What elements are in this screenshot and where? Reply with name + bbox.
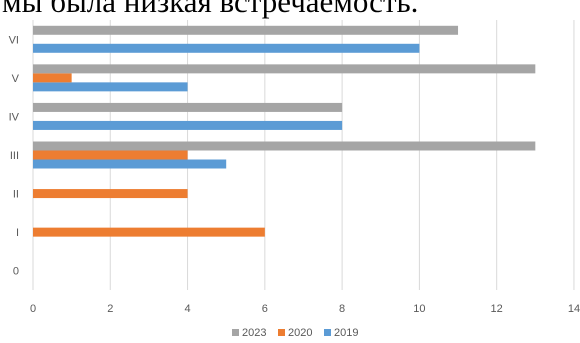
x-tick-label-2: 2: [107, 303, 113, 315]
y-tick-label-VI: VI: [9, 34, 19, 46]
bar-2023-III: [33, 141, 536, 151]
bar-2019-V: [33, 82, 188, 92]
legend-swatch-2019: [324, 329, 331, 336]
bar-2020-II: [33, 189, 188, 199]
legend-label-2020: 2020: [288, 327, 312, 339]
bar-2020-V: [33, 73, 72, 83]
x-axis-tick-labels: 0 2 4 6 8 10 12 14: [30, 303, 580, 315]
legend-swatch-2023: [232, 329, 239, 336]
x-tick-label-14: 14: [568, 303, 580, 315]
bar-2019-VI: [33, 43, 420, 53]
y-tick-label-III: III: [10, 150, 19, 162]
bar-2020-I: [33, 227, 265, 237]
bar-2019-III: [33, 159, 227, 169]
legend-swatch-2020: [278, 329, 285, 336]
page-text-fragment: мы была низкая встречаемость.: [2, 0, 419, 19]
bar-2023-IV: [33, 102, 343, 112]
x-tick-label-12: 12: [491, 303, 503, 315]
bars: [33, 25, 536, 237]
bar-2023-VI: [33, 25, 459, 35]
bar-2023-V: [33, 64, 536, 74]
y-tick-label-II: II: [13, 189, 19, 201]
bar-2020-III: [33, 150, 188, 160]
y-tick-label-I: I: [16, 227, 19, 239]
x-tick-label-4: 4: [184, 303, 190, 315]
y-tick-label-IV: IV: [9, 111, 20, 123]
x-tick-label-0: 0: [30, 303, 36, 315]
x-tick-label-10: 10: [413, 303, 425, 315]
y-tick-label-0: 0: [13, 266, 19, 278]
legend-label-2023: 2023: [242, 327, 266, 339]
legend: 2023 2020 2019: [232, 327, 358, 339]
bar-2019-IV: [33, 120, 343, 130]
x-tick-label-6: 6: [262, 303, 268, 315]
legend-label-2019: 2019: [334, 327, 358, 339]
x-tick-label-8: 8: [339, 303, 345, 315]
y-tick-label-V: V: [12, 73, 20, 85]
